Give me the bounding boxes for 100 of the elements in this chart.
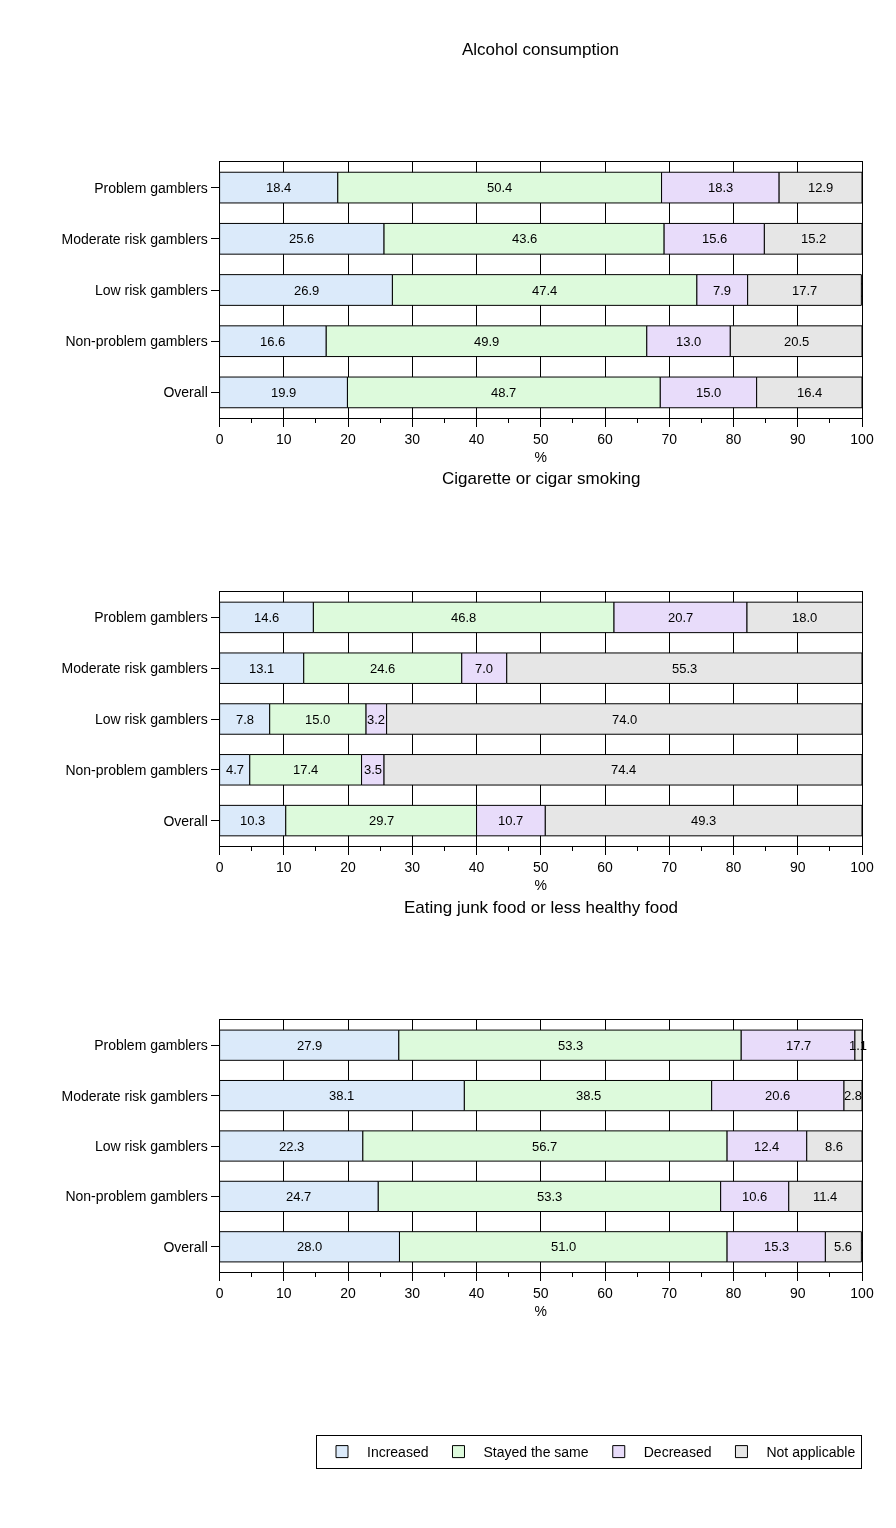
data-label: 53.3 — [537, 1189, 563, 1204]
x-tick-label: 30 — [404, 858, 421, 875]
data-label: 11.4 — [813, 1189, 838, 1204]
data-label: 12.4 — [754, 1139, 780, 1154]
y-tick-label: Low risk gamblers — [94, 710, 208, 727]
data-label: 20.6 — [765, 1088, 791, 1103]
data-label: 20.5 — [784, 334, 810, 349]
data-label: 15.0 — [696, 385, 722, 400]
data-label: 17.4 — [293, 762, 319, 777]
data-label: 19.9 — [271, 385, 297, 400]
data-label: 15.6 — [702, 231, 728, 246]
x-tick-label: 20 — [340, 858, 357, 875]
data-label: 28.0 — [297, 1239, 323, 1254]
data-label: 24.7 — [286, 1189, 312, 1204]
x-tick-label: 100 — [850, 858, 874, 875]
x-tick-label: 50 — [533, 858, 549, 875]
chart-title: Alcohol consumption — [462, 40, 619, 59]
x-tick-label: 70 — [661, 858, 678, 875]
x-axis-title: % — [534, 1303, 548, 1320]
x-tick-label: 70 — [661, 430, 678, 447]
data-label: 13.0 — [676, 334, 702, 349]
y-tick-label: Overall — [163, 812, 208, 829]
x-tick-label: 30 — [404, 1284, 421, 1301]
data-label: 14.6 — [254, 610, 280, 625]
data-label: 74.4 — [611, 762, 637, 777]
x-axis-title: % — [534, 877, 548, 894]
legend-label: Stayed the same — [483, 1444, 589, 1461]
data-label: 49.3 — [691, 813, 717, 828]
x-tick-label: 90 — [789, 858, 806, 875]
data-label: 16.6 — [260, 334, 286, 349]
y-tick-label: Moderate risk gamblers — [61, 660, 208, 677]
legend-label: Increased — [367, 1444, 429, 1461]
data-label: 74.0 — [612, 712, 638, 727]
data-label: 18.4 — [266, 180, 292, 195]
data-label: 16.4 — [797, 385, 823, 400]
x-tick-label: 80 — [725, 430, 742, 447]
data-label: 4.7 — [226, 762, 245, 777]
x-tick-label: 0 — [215, 1284, 224, 1301]
chart-title: Cigarette or cigar smoking — [442, 469, 641, 488]
y-tick-label: Non-problem gamblers — [65, 761, 208, 778]
data-label: 20.7 — [668, 610, 694, 625]
data-label: 7.9 — [713, 283, 732, 298]
y-tick-label: Non-problem gamblers — [65, 333, 208, 350]
data-label: 56.7 — [532, 1139, 558, 1154]
legend-label: Decreased — [643, 1444, 712, 1461]
x-tick-label: 60 — [597, 430, 614, 447]
data-label: 22.3 — [279, 1139, 305, 1154]
data-label: 38.1 — [329, 1088, 355, 1103]
y-tick-label: Low risk gamblers — [94, 281, 208, 298]
x-tick-label: 90 — [789, 1284, 806, 1301]
data-label: 27.9 — [297, 1038, 323, 1053]
data-label: 38.5 — [576, 1088, 602, 1103]
data-label: 10.6 — [742, 1189, 768, 1204]
data-label: 15.3 — [764, 1239, 790, 1254]
data-label: 18.0 — [792, 610, 818, 625]
x-tick-label: 20 — [340, 430, 357, 447]
data-label: 51.0 — [551, 1239, 577, 1254]
legend-label: Not applicable — [766, 1444, 856, 1461]
data-label: 47.4 — [532, 283, 558, 298]
data-label: 17.7 — [786, 1038, 812, 1053]
x-tick-label: 40 — [468, 1284, 485, 1301]
data-label: 24.6 — [370, 661, 396, 676]
data-label: 55.3 — [672, 661, 698, 676]
y-tick-label: Overall — [163, 1238, 208, 1255]
x-tick-label: 60 — [597, 858, 614, 875]
y-tick-label: Moderate risk gamblers — [61, 230, 208, 247]
data-label: 26.9 — [294, 283, 320, 298]
data-label: 10.7 — [498, 813, 524, 828]
x-tick-label: 100 — [850, 430, 874, 447]
x-tick-label: 0 — [215, 858, 224, 875]
x-axis-title: % — [534, 449, 548, 466]
data-label: 25.6 — [289, 231, 315, 246]
x-tick-label: 40 — [468, 430, 485, 447]
data-label: 15.0 — [305, 712, 331, 727]
data-label: 49.9 — [474, 334, 500, 349]
x-tick-label: 10 — [276, 1284, 292, 1301]
data-label: 8.6 — [825, 1139, 844, 1154]
y-tick-label: Overall — [163, 384, 208, 401]
x-tick-label: 100 — [850, 1284, 874, 1301]
data-label: 48.7 — [491, 385, 517, 400]
x-tick-label: 50 — [533, 1284, 549, 1301]
y-tick-label: Non-problem gamblers — [65, 1188, 208, 1205]
data-label: 5.6 — [834, 1239, 853, 1254]
x-tick-label: 70 — [661, 1284, 678, 1301]
data-label: 46.8 — [451, 610, 477, 625]
x-tick-label: 50 — [533, 430, 549, 447]
y-tick-label: Problem gamblers — [94, 1037, 208, 1054]
x-tick-label: 10 — [276, 858, 292, 875]
y-tick-label: Problem gamblers — [94, 609, 208, 626]
x-tick-label: 90 — [789, 430, 806, 447]
data-label: 18.3 — [708, 180, 734, 195]
y-tick-label: Moderate risk gamblers — [61, 1087, 208, 1104]
data-label: 2.8 — [844, 1088, 863, 1103]
data-label: 43.6 — [512, 231, 538, 246]
data-label: 10.3 — [240, 813, 266, 828]
x-tick-label: 40 — [468, 858, 485, 875]
data-label: 3.2 — [367, 712, 386, 727]
data-label: 15.2 — [801, 231, 827, 246]
x-tick-label: 30 — [404, 430, 421, 447]
data-label: 7.0 — [475, 661, 494, 676]
